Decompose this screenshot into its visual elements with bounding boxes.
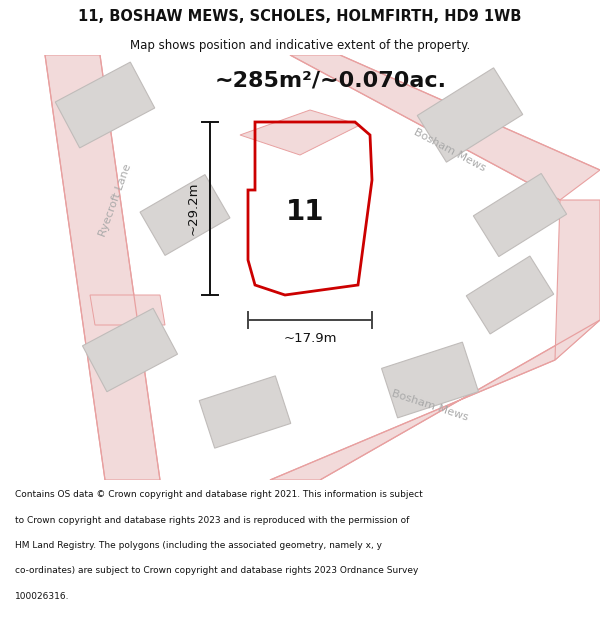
Polygon shape	[270, 320, 600, 480]
Polygon shape	[417, 68, 523, 162]
Polygon shape	[140, 174, 230, 256]
Polygon shape	[382, 342, 478, 418]
Text: Contains OS data © Crown copyright and database right 2021. This information is : Contains OS data © Crown copyright and d…	[15, 490, 423, 499]
Text: Map shows position and indicative extent of the property.: Map shows position and indicative extent…	[130, 39, 470, 52]
Text: Bosham Mews: Bosham Mews	[412, 127, 488, 173]
Text: co-ordinates) are subject to Crown copyright and database rights 2023 Ordnance S: co-ordinates) are subject to Crown copyr…	[15, 566, 418, 575]
Polygon shape	[82, 308, 178, 392]
Text: to Crown copyright and database rights 2023 and is reproduced with the permissio: to Crown copyright and database rights 2…	[15, 516, 409, 524]
Polygon shape	[90, 295, 165, 325]
Text: ~29.2m: ~29.2m	[187, 182, 200, 235]
Text: ~17.9m: ~17.9m	[283, 332, 337, 345]
Polygon shape	[55, 62, 155, 148]
Text: ~285m²/~0.070ac.: ~285m²/~0.070ac.	[215, 70, 447, 90]
Text: Ryecroft Lane: Ryecroft Lane	[97, 162, 133, 238]
Polygon shape	[473, 174, 566, 256]
Polygon shape	[555, 200, 600, 360]
Polygon shape	[466, 256, 554, 334]
Text: 100026316.: 100026316.	[15, 592, 70, 601]
Text: Bosham Mews: Bosham Mews	[391, 388, 470, 422]
Polygon shape	[199, 376, 291, 448]
Text: 11, BOSHAW MEWS, SCHOLES, HOLMFIRTH, HD9 1WB: 11, BOSHAW MEWS, SCHOLES, HOLMFIRTH, HD9…	[79, 9, 521, 24]
Polygon shape	[45, 55, 160, 480]
Text: HM Land Registry. The polygons (including the associated geometry, namely x, y: HM Land Registry. The polygons (includin…	[15, 541, 382, 550]
Polygon shape	[240, 110, 360, 155]
Text: 11: 11	[286, 198, 324, 226]
Polygon shape	[290, 55, 600, 200]
